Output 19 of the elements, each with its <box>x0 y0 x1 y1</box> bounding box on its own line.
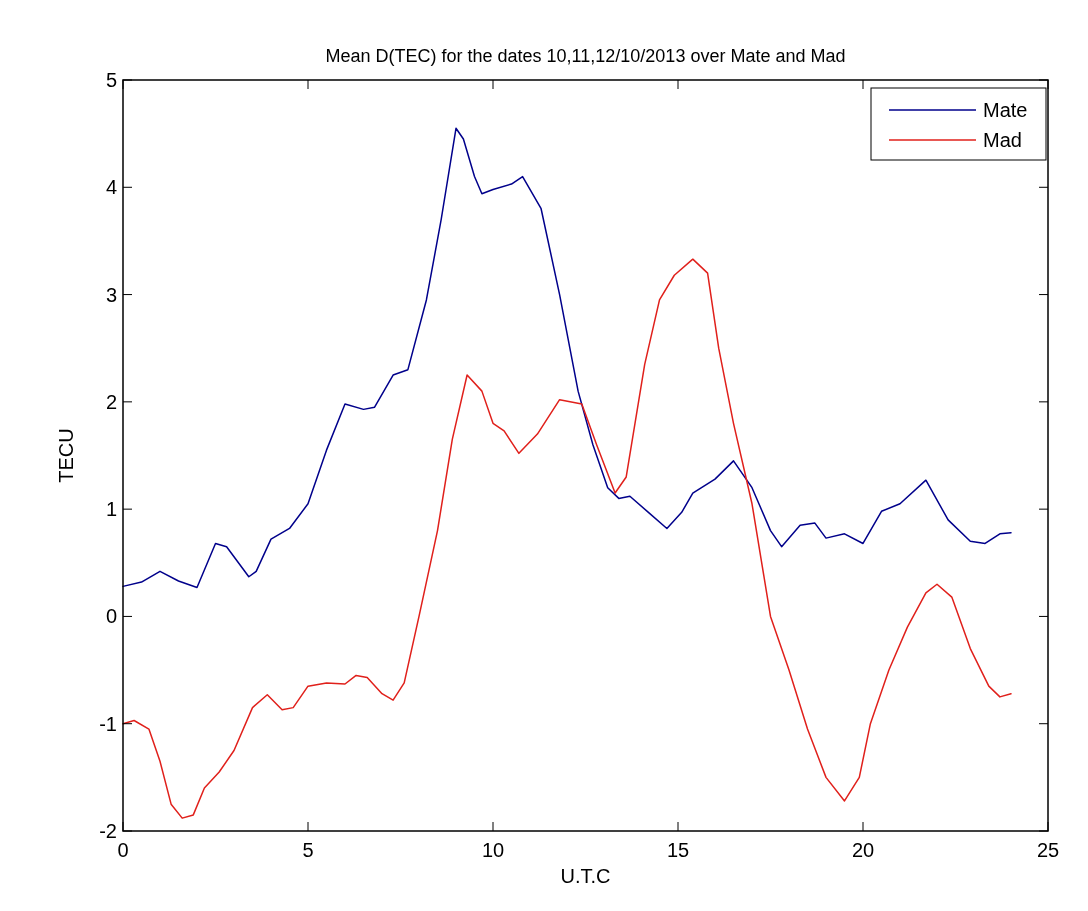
y-tick-label: 4 <box>105 176 117 199</box>
x-axis-title: U.T.C <box>560 865 611 887</box>
chart-title: Mean D(TEC) for the dates 10,11,12/10/2013 over Mate and Mad <box>325 46 846 66</box>
y-tick-label: 2 <box>105 390 117 413</box>
line-series <box>122 258 1012 819</box>
y-tick-label: 0 <box>105 605 117 628</box>
y-axis-title: TECU <box>55 428 77 483</box>
y-tick-label: -2 <box>99 820 117 842</box>
x-tick-label: 20 <box>851 839 875 861</box>
x-tick-label: 25 <box>1036 839 1060 861</box>
x-tick-label: 15 <box>666 839 690 861</box>
y-tick-label: 3 <box>105 283 117 306</box>
legend-label: Mad <box>983 129 1022 151</box>
legend-label: Mate <box>983 99 1028 121</box>
y-tick-label: -1 <box>99 712 117 735</box>
y-tick-label: 5 <box>105 69 117 91</box>
y-tick-label: 1 <box>105 498 117 521</box>
x-tick-label: 10 <box>481 839 505 861</box>
x-tick-label: 5 <box>302 839 314 861</box>
